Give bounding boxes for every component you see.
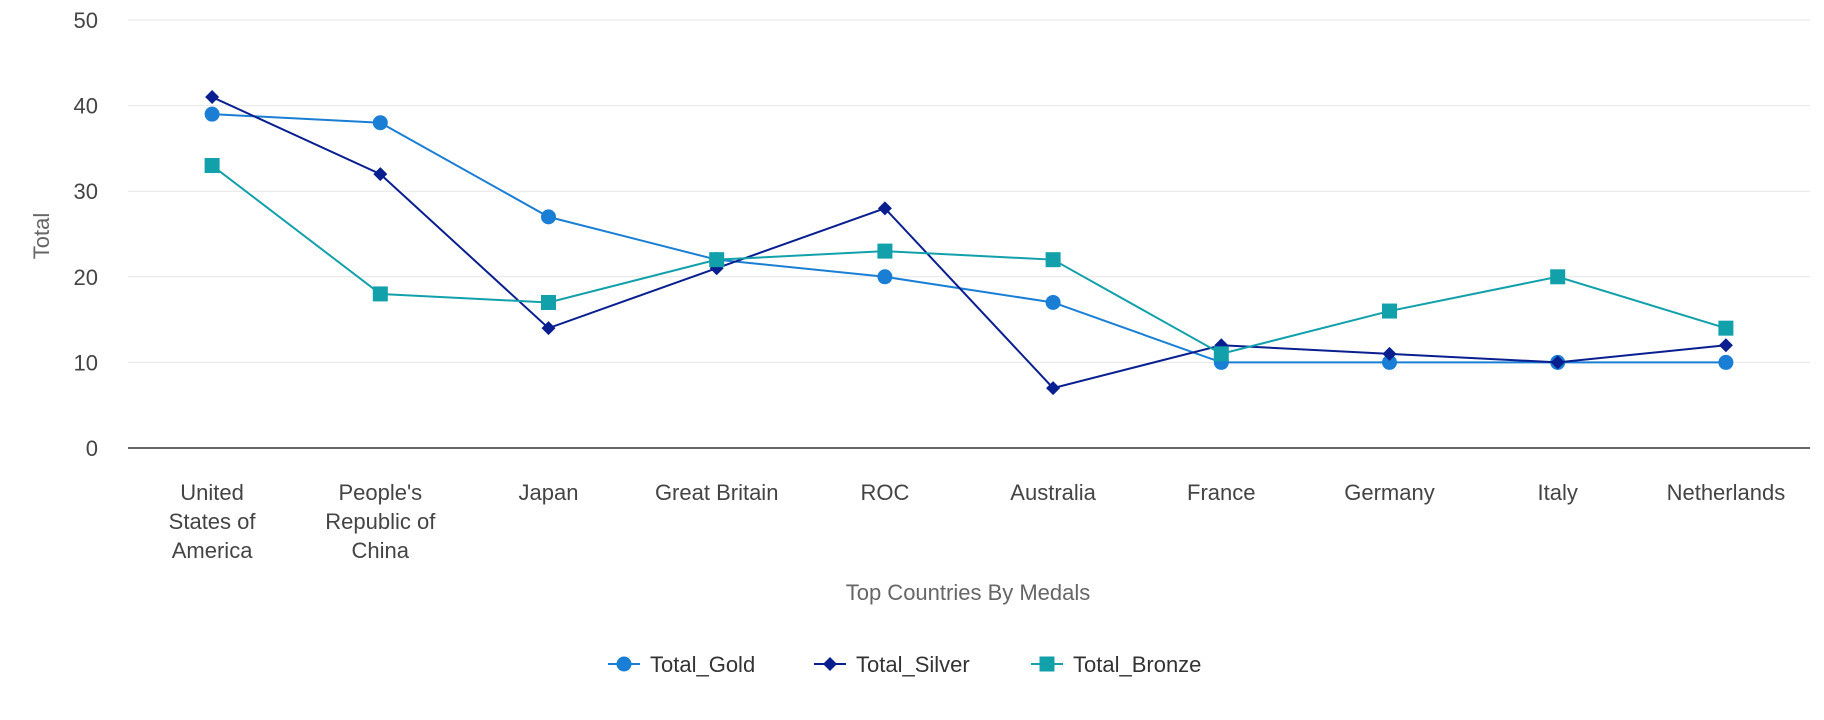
legend: Total_Gold Total_Silver Total_Bronze <box>608 652 1201 677</box>
x-tick-label-line: France <box>1187 480 1255 505</box>
x-tick-label: United States of America <box>169 480 257 563</box>
data-point-total-gold <box>877 269 893 285</box>
x-tick-label-line: Republic of <box>325 509 436 534</box>
data-point-total-silver <box>541 321 556 336</box>
data-point-total-gold <box>1718 354 1734 370</box>
x-tick-label: Netherlands <box>1667 480 1786 505</box>
x-tick-label-line: ROC <box>860 480 909 505</box>
x-tick-label: ROC <box>860 480 909 505</box>
legend-label-total-gold: Total_Gold <box>650 652 755 677</box>
data-point-total-bronze <box>1718 320 1734 336</box>
y-tick-label: 30 <box>74 179 98 204</box>
data-point-total-silver <box>1046 381 1061 396</box>
legend-item-total-silver: Total_Silver <box>814 652 970 677</box>
data-point-total-bronze <box>541 294 556 310</box>
data-point-total-bronze <box>372 286 388 302</box>
y-tick-label: 10 <box>74 350 98 375</box>
data-point-total-silver <box>1550 355 1565 370</box>
series-layer <box>204 90 1734 396</box>
x-tick-label-line: Netherlands <box>1667 480 1786 505</box>
data-point-total-silver <box>1382 346 1397 361</box>
legend-marker-total-silver <box>823 657 837 671</box>
x-tick-label-line: China <box>352 538 410 563</box>
x-tick-label-line: America <box>172 538 253 563</box>
data-point-total-silver <box>205 90 220 105</box>
x-tick-label: People's Republic of China <box>325 480 436 563</box>
x-tick-label-line: Germany <box>1344 480 1434 505</box>
grid-lines <box>128 19 1810 363</box>
data-point-total-gold <box>204 106 220 122</box>
data-point-total-gold <box>1045 294 1061 310</box>
data-point-total-bronze <box>1045 252 1061 268</box>
data-point-total-bronze <box>877 243 893 259</box>
y-axis-title: Total <box>29 213 54 259</box>
x-tick-label: Australia <box>1010 480 1096 505</box>
legend-marker-total-gold <box>616 656 632 672</box>
y-tick-label: 20 <box>74 265 98 290</box>
data-point-total-bronze <box>709 252 725 268</box>
data-point-total-bronze <box>204 158 220 174</box>
legend-item-total-bronze: Total_Bronze <box>1031 652 1201 677</box>
y-tick-label: 50 <box>74 8 98 33</box>
y-tick-label: 0 <box>86 436 98 461</box>
x-tick-label-line: States of <box>169 509 257 534</box>
legend-item-total-gold: Total_Gold <box>608 652 755 677</box>
x-tick-label-line: Italy <box>1538 480 1578 505</box>
x-axis-ticks: United States of America People's Republic o… <box>169 480 1786 563</box>
series-line-total-gold <box>212 113 1726 364</box>
data-point-total-silver <box>877 201 892 216</box>
y-tick-label: 40 <box>74 94 98 119</box>
x-tick-label: Germany <box>1344 480 1434 505</box>
series-total-gold <box>204 106 1734 370</box>
x-tick-label: France <box>1187 480 1255 505</box>
data-point-total-silver <box>1718 338 1733 353</box>
legend-label-total-silver: Total_Silver <box>856 652 970 677</box>
data-point-total-gold <box>1382 354 1397 370</box>
y-axis-ticks: 0 10 20 30 40 50 <box>74 8 98 461</box>
data-point-total-bronze <box>1382 303 1397 319</box>
x-tick-label: Great Britain <box>655 480 779 505</box>
x-tick-label: Japan <box>519 480 579 505</box>
x-tick-label-line: United <box>180 480 244 505</box>
data-point-total-silver <box>373 167 388 182</box>
data-point-total-bronze <box>1213 346 1229 362</box>
legend-label-total-bronze: Total_Bronze <box>1073 652 1201 677</box>
data-point-total-bronze <box>1550 269 1566 285</box>
x-tick-label-line: Great Britain <box>655 480 779 505</box>
series-line-total-bronze <box>211 164 1727 355</box>
x-tick-label-line: Japan <box>519 480 579 505</box>
data-point-total-gold <box>372 115 388 131</box>
x-axis-title: Top Countries By Medals <box>846 580 1091 605</box>
series-line-total-silver <box>211 96 1727 390</box>
data-point-total-gold <box>541 209 556 225</box>
series-total-silver <box>205 90 1733 396</box>
legend-marker-total-bronze <box>1039 656 1055 672</box>
series-total-bronze <box>204 158 1734 362</box>
x-tick-label: Italy <box>1538 480 1578 505</box>
x-tick-label-line: Australia <box>1010 480 1096 505</box>
x-tick-label-line: People's <box>338 480 422 505</box>
